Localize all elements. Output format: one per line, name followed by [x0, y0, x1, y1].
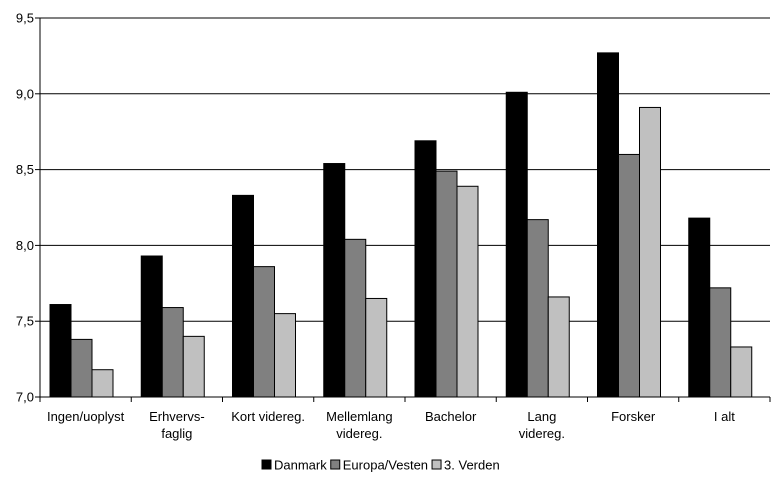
y-tick-label: 8,0 — [16, 238, 34, 253]
bar — [70, 338, 93, 398]
bar — [618, 153, 640, 398]
bar — [140, 255, 163, 398]
legend-swatch — [330, 459, 341, 470]
legend: Danmark Europa/Vesten 3. Verden — [261, 458, 500, 473]
bar — [365, 297, 388, 398]
legend-label: Europa/Vesten — [343, 458, 428, 473]
y-tick-label: 7,0 — [16, 390, 34, 405]
bar — [505, 91, 528, 398]
bar — [456, 185, 479, 398]
y-tick-label: 8,5 — [16, 162, 34, 177]
y-tick-label: 9,5 — [16, 11, 34, 26]
bar — [344, 238, 367, 398]
bars — [49, 52, 753, 398]
axes — [35, 17, 771, 402]
bar — [253, 266, 275, 398]
bar — [414, 140, 437, 398]
bar — [526, 219, 549, 398]
y-tick-labels: 7,0 7,5 8,0 8,5 9,0 9,5 — [16, 11, 34, 405]
x-tick-labels: Ingen/uoplyst Erhvervs-faglig Kort videreg… — [47, 409, 735, 441]
bar — [182, 335, 205, 398]
bar — [730, 346, 753, 398]
bar — [709, 287, 732, 398]
legend-swatch — [261, 459, 272, 470]
legend-label: Danmark — [274, 458, 327, 473]
x-tick-label: I alt — [714, 409, 735, 424]
x-tick-label: Kort videreg. — [231, 409, 305, 424]
bar — [232, 194, 254, 398]
bar — [639, 106, 661, 398]
bar — [274, 313, 296, 398]
legend-label: 3. Verden — [444, 458, 500, 473]
bar — [161, 307, 184, 398]
x-tick-label: Lang videreg. — [519, 409, 565, 441]
x-tick-label: Bachelor — [425, 409, 477, 424]
bar — [49, 304, 72, 398]
x-tick-label: Ingen/uoplyst — [47, 409, 125, 424]
bar — [688, 217, 711, 398]
bar — [435, 170, 458, 398]
y-tick-label: 9,0 — [16, 86, 34, 101]
bar — [323, 163, 346, 398]
x-tick-label: Mellemlang videreg. — [326, 409, 392, 441]
y-tick-label: 7,5 — [16, 314, 34, 329]
legend-swatch — [431, 459, 442, 470]
bar — [91, 369, 114, 398]
x-tick-label: Erhvervs-faglig — [149, 409, 205, 441]
bar — [547, 296, 570, 398]
x-tick-label: Forsker — [611, 409, 656, 424]
bar — [597, 52, 619, 398]
